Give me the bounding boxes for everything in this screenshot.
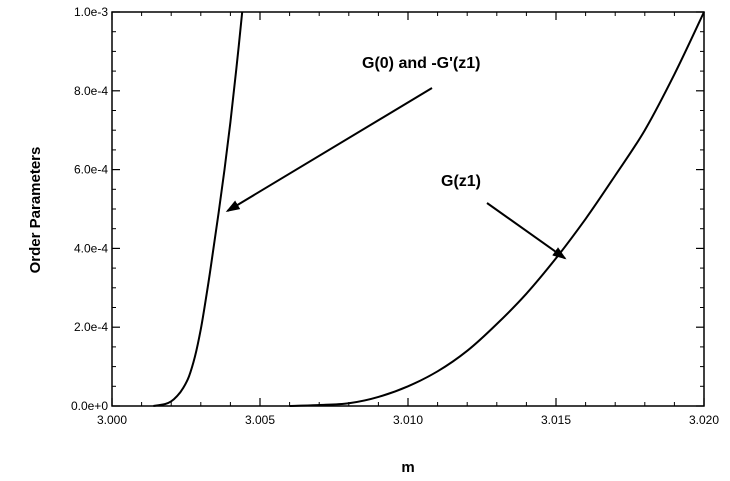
series-line-1: [153, 11, 244, 407]
series-line-2: [289, 11, 705, 407]
y-tick-label: 0.0e+0: [71, 399, 108, 413]
x-axis-label: m: [401, 459, 414, 476]
annotations: G(0) and -G'(z1) G(z1): [225, 55, 567, 260]
tick-marks: [111, 11, 705, 407]
x-tick-label: 3.020: [689, 413, 719, 427]
y-tick-labels: 0.0e+0 2.0e-4 4.0e-4 6.0e-4 8.0e-4 1.0e-3: [71, 5, 108, 413]
y-tick-label: 8.0e-4: [74, 84, 108, 98]
x-tick-label: 3.005: [245, 413, 275, 427]
annotation-arrow-1: [225, 87, 433, 213]
x-tick-label: 3.000: [97, 413, 127, 427]
y-tick-label: 2.0e-4: [74, 320, 108, 334]
x-tick-label: 3.015: [541, 413, 571, 427]
y-tick-label: 1.0e-3: [74, 5, 108, 19]
series-lines: [153, 11, 705, 407]
annotation-label-2: G(z1): [441, 173, 481, 190]
annotation-label-1: G(0) and -G'(z1): [362, 55, 480, 72]
x-tick-label: 3.010: [393, 413, 423, 427]
annotation-arrow-2: [486, 202, 567, 260]
y-tick-label: 6.0e-4: [74, 163, 108, 177]
x-tick-labels: 3.000 3.005 3.010 3.015 3.020: [97, 413, 719, 427]
y-tick-label: 4.0e-4: [74, 241, 108, 255]
y-axis-label: Order Parameters: [27, 147, 44, 274]
